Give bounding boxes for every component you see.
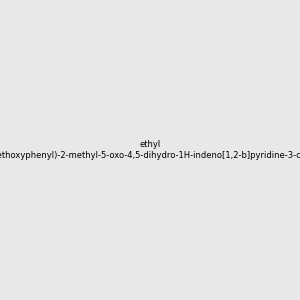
Text: ethyl 4-(2,3-dimethoxyphenyl)-2-methyl-5-oxo-4,5-dihydro-1H-indeno[1,2-b]pyridin: ethyl 4-(2,3-dimethoxyphenyl)-2-methyl-5… [0,140,300,160]
